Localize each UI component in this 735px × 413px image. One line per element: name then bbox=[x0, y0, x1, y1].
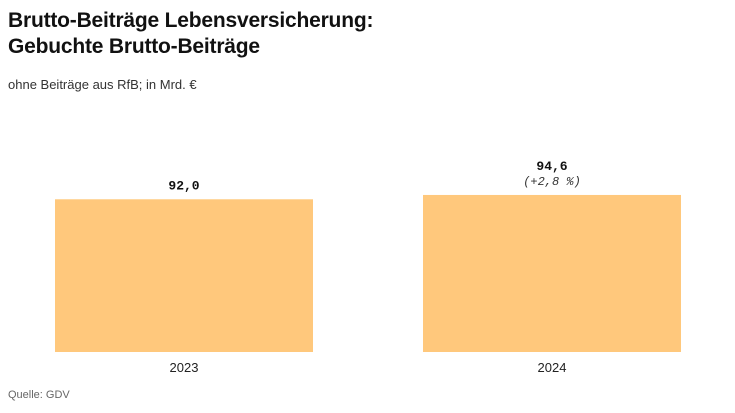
data-label-2024: 94,6 bbox=[536, 159, 567, 174]
source-note: Quelle: GDV bbox=[8, 389, 70, 401]
chart-subtitle: ohne Beiträge aus RfB; in Mrd. € bbox=[8, 77, 197, 92]
data-label-2023: 92,0 bbox=[168, 178, 199, 193]
bar-2023 bbox=[55, 199, 313, 352]
x-tick-label-2024: 2024 bbox=[538, 360, 567, 375]
title-line-2: Gebuchte Brutto-Beiträge bbox=[8, 35, 260, 58]
bar-2024 bbox=[423, 194, 681, 352]
x-tick-label-2023: 2023 bbox=[170, 360, 199, 375]
change-label-2024: (+2,8 %) bbox=[523, 175, 581, 189]
chart-title: Brutto-Beiträge Lebensversicherung: Gebu… bbox=[8, 8, 708, 60]
title-line-1: Brutto-Beiträge Lebensversicherung: bbox=[8, 9, 374, 32]
